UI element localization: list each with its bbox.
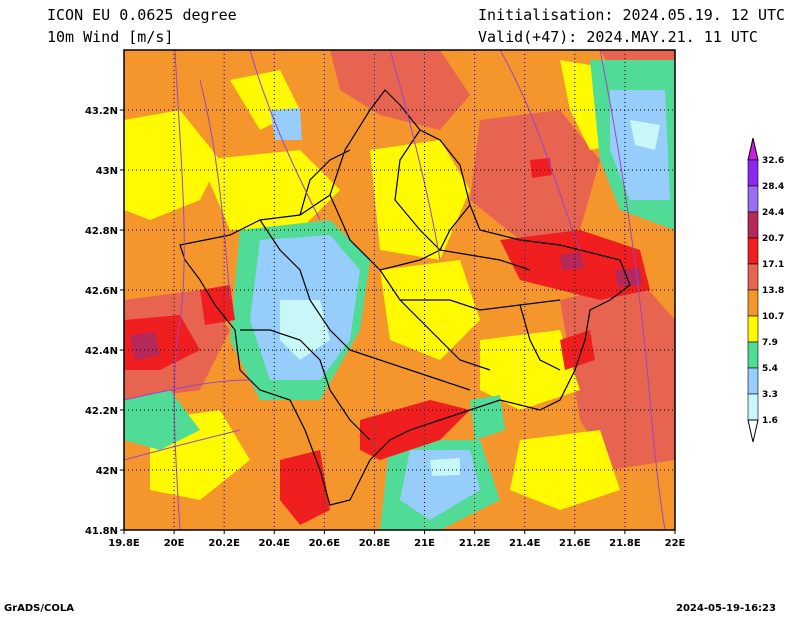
- wind-field: [124, 50, 675, 530]
- legend-swatch: [747, 263, 759, 291]
- lat-tick-label: 42.6N: [85, 286, 118, 297]
- legend-label: 20.7: [762, 234, 784, 244]
- field-title: 10m Wind [m/s]: [47, 28, 174, 46]
- legend-label: 24.4: [762, 208, 784, 218]
- init-time: Initialisation: 2024.05.19. 12 UTC: [478, 6, 786, 24]
- admin-borders: [179, 89, 631, 506]
- latitude-axis: 41.8N 42N 42.2N 42.4N 42.6N 42.8N 43N 43.2N: [85, 106, 124, 537]
- lon-tick-label: 21.2E: [459, 538, 491, 549]
- model-title: ICON EU 0.0625 degree: [47, 6, 237, 24]
- legend-label: 3.3: [762, 390, 778, 400]
- footer-software: GrADS/COLA: [4, 603, 74, 614]
- legend-bottom-arrow: [747, 419, 759, 443]
- legend-label: 32.6: [762, 156, 784, 166]
- lat-tick-label: 43.2N: [85, 106, 118, 117]
- valid-time: Valid(+47): 2024.MAY.21. 11 UTC: [478, 28, 758, 46]
- lon-tick-label: 22E: [665, 538, 686, 549]
- legend-label: 5.4: [762, 364, 778, 374]
- lat-tick-label: 41.8N: [85, 526, 118, 537]
- legend-label: 17.1: [762, 260, 784, 270]
- legend-label: 10.7: [762, 312, 784, 322]
- footer-timestamp: 2024-05-19-16:23: [676, 603, 776, 614]
- legend-swatch: [747, 393, 759, 421]
- legend-label: 7.9: [762, 338, 778, 348]
- color-legend: 32.6 28.4 24.4 20.7 17.1 13.8 10.7 7.9 5.4 3.3 1.6: [747, 137, 784, 443]
- lon-tick-label: 21.4E: [509, 538, 541, 549]
- legend-swatch: [747, 185, 759, 213]
- lat-tick-label: 42N: [96, 466, 118, 477]
- legend-swatch: [747, 211, 759, 239]
- lat-tick-label: 43N: [96, 166, 118, 177]
- grid: [124, 50, 675, 530]
- lon-tick-label: 20.4E: [259, 538, 291, 549]
- legend-swatch: [747, 341, 759, 369]
- legend-label: 28.4: [762, 182, 784, 192]
- lon-tick-label: 21E: [414, 538, 435, 549]
- legend-swatch: [747, 315, 759, 343]
- legend-label: 13.8: [762, 286, 784, 296]
- lon-tick-label: 20.2E: [208, 538, 240, 549]
- legend-swatch: [747, 237, 759, 265]
- longitude-axis: 19.8E 20E 20.2E 20.4E 20.6E 20.8E 21E 21.2E 21.4…: [108, 530, 686, 549]
- legend-top-arrow: [747, 137, 759, 161]
- lon-tick-label: 21.8E: [609, 538, 641, 549]
- lon-tick-label: 20.6E: [309, 538, 341, 549]
- lon-tick-label: 21.6E: [559, 538, 591, 549]
- lon-tick-label: 19.8E: [108, 538, 140, 549]
- lon-tick-label: 20.8E: [359, 538, 391, 549]
- legend-swatch: [747, 159, 759, 187]
- lat-tick-label: 42.2N: [85, 406, 118, 417]
- legend-swatch: [747, 367, 759, 395]
- lon-tick-label: 20E: [164, 538, 185, 549]
- legend-label: 1.6: [762, 416, 778, 426]
- lat-tick-label: 42.8N: [85, 226, 118, 237]
- lat-tick-label: 42.4N: [85, 346, 118, 357]
- legend-swatch: [747, 289, 759, 317]
